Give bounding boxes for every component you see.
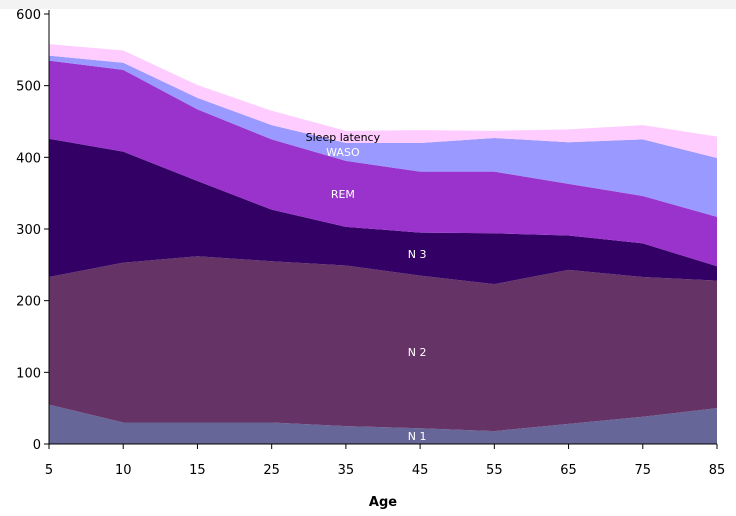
x-tick-label: 85	[709, 463, 726, 478]
x-axis: 5 10 15 25 35 45 55 65 75 85	[45, 443, 726, 478]
x-tick-label: 25	[263, 463, 280, 478]
area-sleep-latency	[49, 44, 717, 159]
area-n-2	[49, 256, 717, 432]
y-tick-label: 500	[16, 80, 41, 95]
y-tick-label: 0	[33, 438, 41, 453]
area-label-sleep-latency: Sleep latency	[306, 131, 381, 144]
y-tick-label: 200	[16, 295, 41, 310]
y-tick-label: 300	[16, 223, 41, 238]
x-tick-label: 35	[338, 463, 355, 478]
top-strip	[0, 0, 736, 9]
x-tick-label: 75	[635, 463, 652, 478]
x-tick-label: 5	[45, 463, 53, 478]
area-label-n-2: N 2	[408, 346, 427, 359]
area-label-n-3: N 3	[408, 248, 427, 261]
area-label-n-1: N 1	[408, 430, 427, 443]
x-tick-label: 15	[189, 463, 206, 478]
area-rem	[49, 60, 717, 267]
y-axis: 0 100 200 300 400 500 600	[16, 8, 50, 453]
x-tick-label: 10	[115, 463, 132, 478]
area-n-1	[49, 404, 717, 444]
area-waso	[49, 55, 717, 217]
x-axis-title: Age	[369, 495, 397, 510]
y-tick-label: 100	[16, 366, 41, 381]
area-labels: N 1 N 2 N 3 REM WASO Sleep latency	[306, 131, 427, 443]
x-tick-label: 45	[412, 463, 429, 478]
y-tick-label: 400	[16, 151, 41, 166]
area-label-rem: REM	[331, 188, 355, 201]
area-n-3	[49, 138, 717, 285]
chart-areas	[49, 44, 717, 444]
y-tick-label: 600	[16, 8, 41, 23]
x-tick-label: 55	[486, 463, 503, 478]
x-tick-label: 65	[560, 463, 577, 478]
area-label-waso: WASO	[326, 146, 360, 159]
